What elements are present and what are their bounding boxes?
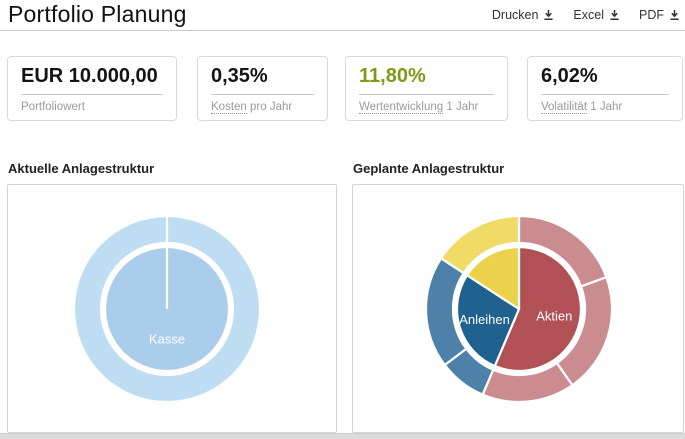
- stat-value: EUR 10.000,00: [21, 65, 158, 87]
- segment-label-kasse: Kasse: [149, 332, 185, 347]
- stat-value: 6,02%: [541, 65, 598, 87]
- download-icon: [610, 10, 619, 20]
- inner-segment-2[interactable]: [465, 245, 521, 311]
- header-actions: Drucken Excel PDF: [492, 8, 680, 22]
- current-structure-panel: Kasse: [7, 184, 337, 433]
- stat-divider: [21, 94, 163, 95]
- outer-segment-aktien-0[interactable]: [517, 214, 608, 288]
- inner-segment-aktien[interactable]: [493, 245, 583, 373]
- excel-download-label: Excel: [573, 8, 604, 22]
- stat-label: Wertentwicklung 1 Jahr: [359, 101, 494, 114]
- current-structure-chart: Kasse: [72, 214, 262, 404]
- planned-structure-chart: Aktien Anleihen: [424, 214, 614, 404]
- section-title-current-structure: Aktuelle Anlagestruktur: [8, 161, 155, 176]
- stat-label-text: Portfoliowert: [21, 101, 85, 113]
- download-icon: [544, 10, 554, 20]
- print-download-link[interactable]: Drucken: [492, 8, 555, 22]
- stat-label-text: 1 Jahr: [587, 101, 623, 113]
- stat-card-portfoliowert: EUR 10.000,00 Portfoliowert: [7, 56, 177, 121]
- outer-segment-kasse-0[interactable]: [72, 214, 262, 404]
- stat-term[interactable]: Wertentwicklung: [359, 101, 444, 114]
- stat-label-text: 1 Jahr: [443, 101, 479, 113]
- stat-term[interactable]: Volatilität: [541, 101, 588, 114]
- stat-card-kosten: 0,35% Kosten pro Jahr: [197, 56, 328, 121]
- stat-card-volatilitaet: 6,02% Volatilität 1 Jahr: [527, 56, 683, 121]
- page-title: Portfolio Planung: [8, 1, 187, 27]
- outer-segment-aktien-1[interactable]: [555, 276, 614, 387]
- segment-label-anleihen: Anleihen: [459, 312, 510, 327]
- stat-term[interactable]: Kosten: [211, 101, 247, 114]
- header-divider: [0, 30, 685, 31]
- inner-segment-anleihen[interactable]: [455, 274, 521, 368]
- pdf-download-label: PDF: [639, 8, 664, 22]
- download-icon: [670, 10, 679, 20]
- segment-label-aktien: Aktien: [536, 309, 572, 324]
- stat-label-text: pro Jahr: [246, 101, 293, 113]
- stat-divider: [541, 94, 669, 95]
- stat-divider: [211, 94, 314, 95]
- stat-card-wertentwicklung: 11,80% Wertentwicklung 1 Jahr: [345, 56, 508, 121]
- stat-label: Portfoliowert: [21, 101, 163, 113]
- section-title-planned-structure: Geplante Anlagestruktur: [353, 161, 505, 176]
- next-section-edge: [0, 433, 685, 439]
- stat-label: Kosten pro Jahr: [211, 101, 314, 114]
- planned-structure-panel: Aktien Anleihen: [352, 184, 684, 433]
- stat-divider: [359, 94, 494, 95]
- stat-value: 0,35%: [211, 65, 268, 87]
- excel-download-link[interactable]: Excel: [573, 8, 620, 22]
- stat-label: Volatilität 1 Jahr: [541, 101, 669, 114]
- stat-value: 11,80%: [359, 65, 426, 87]
- outer-segment-anleihen-4[interactable]: [424, 257, 468, 367]
- pdf-download-link[interactable]: PDF: [639, 8, 680, 22]
- print-download-label: Drucken: [491, 8, 539, 22]
- outer-segment-5[interactable]: [439, 214, 521, 275]
